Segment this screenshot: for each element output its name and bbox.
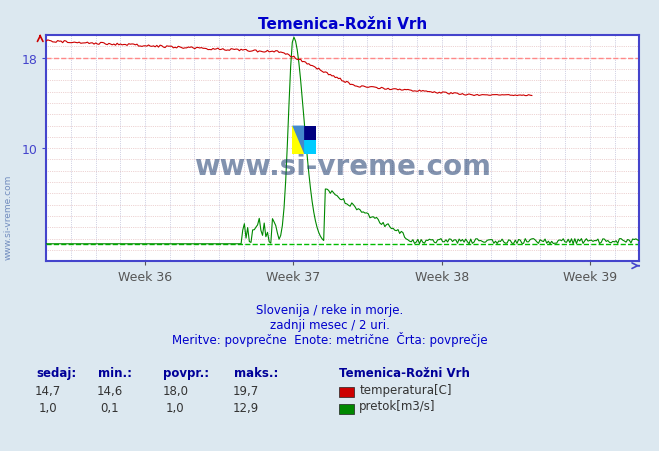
Text: 14,7: 14,7 [35, 385, 61, 398]
Bar [304, 140, 316, 154]
Text: sedaj:: sedaj: [36, 367, 76, 380]
Text: Meritve: povprečne  Enote: metrične  Črta: povprečje: Meritve: povprečne Enote: metrične Črta:… [172, 331, 487, 346]
Text: Temenica-Rožni Vrh: Temenica-Rožni Vrh [339, 367, 471, 380]
Title: Temenica-Rožni Vrh: Temenica-Rožni Vrh [258, 17, 427, 32]
Text: 14,6: 14,6 [96, 385, 123, 398]
Text: www.si-vreme.com: www.si-vreme.com [194, 153, 491, 181]
Text: Slovenija / reke in morje.: Slovenija / reke in morje. [256, 304, 403, 317]
Text: povpr.:: povpr.: [163, 367, 210, 380]
Bar [304, 126, 316, 140]
Text: www.si-vreme.com: www.si-vreme.com [4, 174, 13, 259]
Text: pretok[m3/s]: pretok[m3/s] [359, 400, 436, 413]
Text: 18,0: 18,0 [162, 385, 188, 398]
Text: temperatura[C]: temperatura[C] [359, 383, 451, 396]
Text: 1,0: 1,0 [166, 401, 185, 414]
Text: min.:: min.: [98, 367, 132, 380]
Text: 1,0: 1,0 [39, 401, 57, 414]
Polygon shape [293, 126, 304, 154]
Text: 19,7: 19,7 [233, 385, 259, 398]
Text: zadnji mesec / 2 uri.: zadnji mesec / 2 uri. [270, 318, 389, 331]
Text: 0,1: 0,1 [100, 401, 119, 414]
Text: maks.:: maks.: [234, 367, 278, 380]
Text: 12,9: 12,9 [233, 401, 259, 414]
Bar [293, 126, 304, 154]
